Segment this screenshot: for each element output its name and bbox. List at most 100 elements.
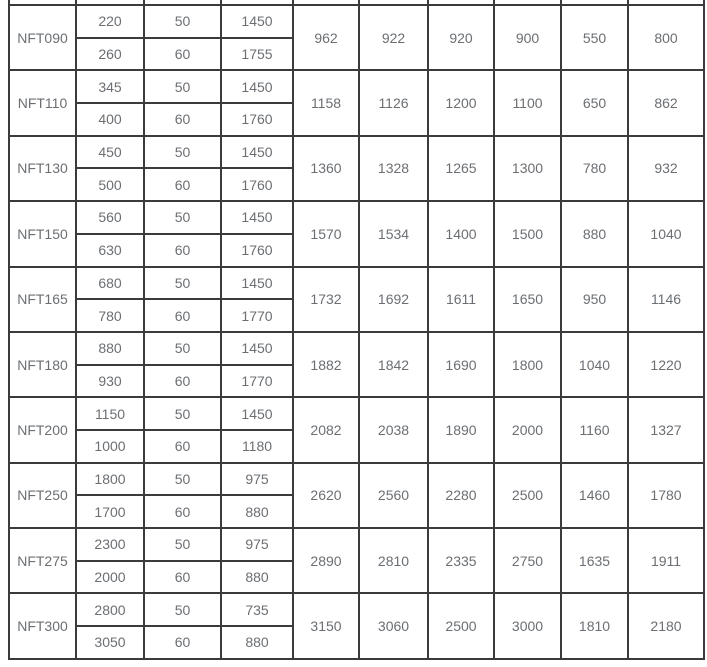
value-cell: 1700 xyxy=(75,494,145,529)
merged-value-cell: 1810 xyxy=(560,592,629,660)
cropped-row-remnant xyxy=(8,0,705,6)
value-cell: 1760 xyxy=(220,102,294,137)
merged-value-cell: 1780 xyxy=(627,461,705,530)
value-cell: 2000 xyxy=(75,559,145,595)
value-cell: 60 xyxy=(143,167,222,203)
value-cell: 1450 xyxy=(220,69,294,105)
model-cell: NFT130 xyxy=(8,134,77,203)
value-cell: 1800 xyxy=(75,461,145,497)
merged-value-cell: 800 xyxy=(627,3,705,72)
merged-value-cell: 1040 xyxy=(627,200,705,268)
value-cell: 1760 xyxy=(220,232,294,268)
merged-value-cell: 1328 xyxy=(358,134,429,203)
model-cell: NFT275 xyxy=(8,526,77,595)
table-row: 400 60 1760 xyxy=(9,102,704,137)
value-cell: 1180 xyxy=(220,428,294,464)
merged-value-cell: 2180 xyxy=(627,592,705,660)
value-cell: 1770 xyxy=(220,298,294,333)
value-cell: 1755 xyxy=(220,36,294,72)
merged-value-cell: 1570 xyxy=(292,200,360,268)
merged-value-cell: 2620 xyxy=(292,461,360,530)
value-cell: 1450 xyxy=(220,134,294,170)
cropped-cell xyxy=(292,0,360,6)
merged-value-cell: 2810 xyxy=(358,526,429,595)
value-cell: 50 xyxy=(143,69,222,105)
table-row: 1000 60 1180 xyxy=(9,428,704,464)
table-row: NFT180 880 50 1450 1882 1842 1690 1800 1040 1220 xyxy=(8,330,705,399)
merged-value-cell: 922 xyxy=(358,3,429,72)
model-cell: NFT150 xyxy=(8,200,77,268)
merged-value-cell: 1534 xyxy=(358,200,429,268)
model-cell: NFT180 xyxy=(8,330,77,399)
spec-table: NFT090 220 50 1450 962 922 920 900 550 800 260 60 17… xyxy=(8,0,705,660)
merged-value-cell: 1800 xyxy=(493,330,562,399)
model-cell: NFT300 xyxy=(8,592,77,660)
merged-value-cell: 1911 xyxy=(627,526,705,595)
merged-value-cell: 932 xyxy=(627,134,705,203)
value-cell: 260 xyxy=(75,36,145,72)
value-cell: 50 xyxy=(143,396,222,431)
value-cell: 3050 xyxy=(75,625,145,660)
value-cell: 1450 xyxy=(220,200,294,235)
table-row: NFT250 1800 50 975 2620 2560 2280 2500 1460 1780 xyxy=(8,461,705,530)
merged-value-cell: 1160 xyxy=(560,396,629,464)
merged-value-cell: 2038 xyxy=(358,396,429,464)
value-cell: 560 xyxy=(75,200,145,235)
value-cell: 780 xyxy=(75,298,145,333)
merged-value-cell: 1842 xyxy=(358,330,429,399)
merged-value-cell: 880 xyxy=(560,200,629,268)
cropped-cell xyxy=(560,0,629,6)
table-row: 930 60 1770 xyxy=(9,363,704,399)
table-row: 630 60 1760 xyxy=(9,232,704,268)
value-cell: 50 xyxy=(143,200,222,235)
merged-value-cell: 1220 xyxy=(627,330,705,399)
table-row: 1700 60 880 xyxy=(9,494,704,529)
value-cell: 50 xyxy=(143,527,222,562)
merged-value-cell: 1126 xyxy=(358,69,429,137)
value-cell: 50 xyxy=(143,592,222,628)
merged-value-cell: 1327 xyxy=(627,396,705,464)
merged-value-cell: 1690 xyxy=(427,330,495,399)
value-cell: 60 xyxy=(143,363,222,399)
value-cell: 880 xyxy=(220,559,294,595)
value-cell: 2300 xyxy=(75,527,145,562)
merged-value-cell: 1100 xyxy=(493,69,562,137)
value-cell: 1450 xyxy=(220,330,294,366)
cropped-cell xyxy=(627,0,705,6)
merged-value-cell: 650 xyxy=(560,69,629,137)
merged-value-cell: 1692 xyxy=(358,265,429,333)
merged-value-cell: 3150 xyxy=(292,592,360,660)
merged-value-cell: 920 xyxy=(427,3,495,72)
merged-value-cell: 1635 xyxy=(560,526,629,595)
table-row: 3050 60 880 xyxy=(9,625,704,660)
merged-value-cell: 2082 xyxy=(292,396,360,464)
merged-value-cell: 2500 xyxy=(493,461,562,530)
merged-value-cell: 2890 xyxy=(292,526,360,595)
merged-value-cell: 1732 xyxy=(292,265,360,333)
merged-value-cell: 1400 xyxy=(427,200,495,268)
model-cell: NFT200 xyxy=(8,396,77,464)
value-cell: 400 xyxy=(75,102,145,137)
table-row: NFT200 1150 50 1450 2082 2038 1890 2000 1160 1327 xyxy=(8,396,705,464)
model-cell: NFT250 xyxy=(8,461,77,530)
value-cell: 1150 xyxy=(75,396,145,431)
model-cell: NFT165 xyxy=(8,265,77,333)
value-cell: 1450 xyxy=(220,265,294,301)
value-cell: 975 xyxy=(220,527,294,562)
merged-value-cell: 3060 xyxy=(358,592,429,660)
table-row: NFT150 560 50 1450 1570 1534 1400 1500 880 1040 xyxy=(8,200,705,268)
value-cell: 975 xyxy=(220,461,294,497)
merged-value-cell: 1890 xyxy=(427,396,495,464)
merged-value-cell: 2335 xyxy=(427,526,495,595)
table-row: NFT275 2300 50 975 2890 2810 2335 2750 1635 1911 xyxy=(8,526,705,595)
value-cell: 1450 xyxy=(220,4,294,39)
value-cell: 60 xyxy=(143,625,222,660)
value-cell: 735 xyxy=(220,592,294,628)
value-cell: 50 xyxy=(143,4,222,39)
merged-value-cell: 1500 xyxy=(493,200,562,268)
merged-value-cell: 1158 xyxy=(292,69,360,137)
merged-value-cell: 2750 xyxy=(493,526,562,595)
value-cell: 60 xyxy=(143,232,222,268)
merged-value-cell: 2500 xyxy=(427,592,495,660)
